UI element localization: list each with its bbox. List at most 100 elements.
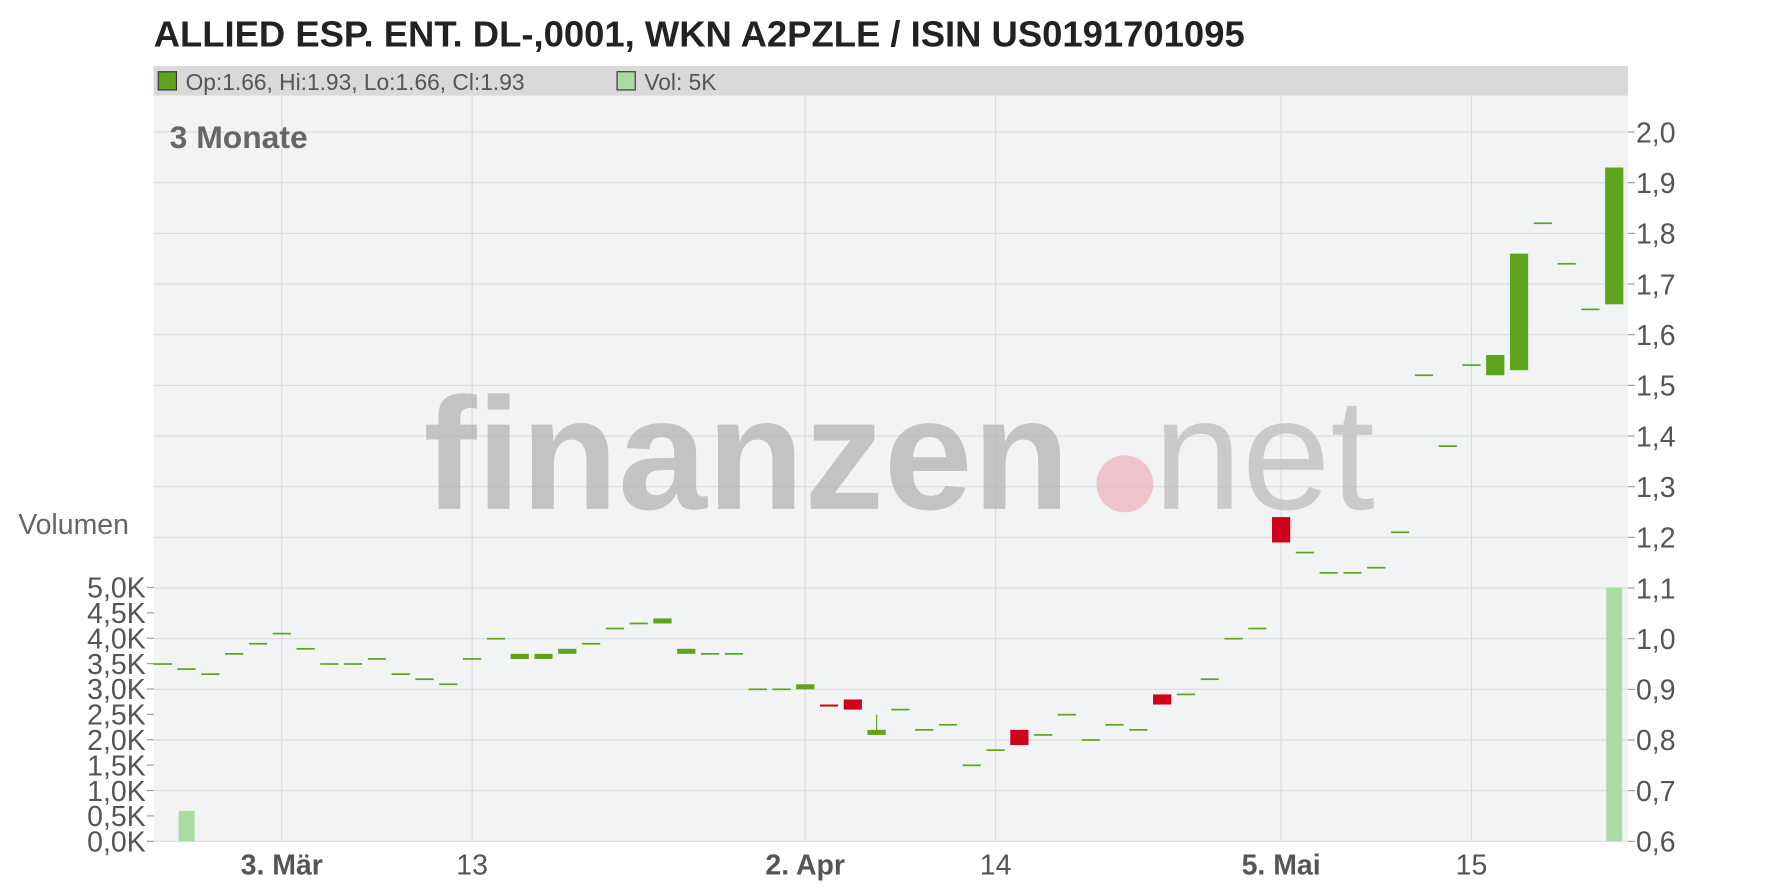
candle-body — [1343, 571, 1362, 574]
candle-body — [1367, 566, 1386, 569]
y2-tick-label: 2,0K — [87, 725, 146, 757]
candle-body — [1176, 693, 1196, 696]
legend-swatch — [157, 71, 178, 91]
candle-body — [1081, 739, 1100, 741]
y2-tick-label: 1,0K — [87, 776, 146, 808]
candle-body — [296, 647, 315, 650]
volume-bar — [1606, 587, 1623, 842]
x-tick-label: 13 — [456, 849, 488, 881]
period-label: 3 Monate — [170, 119, 308, 155]
candle-body — [391, 673, 410, 675]
candle-body — [891, 708, 910, 711]
candle-body — [1390, 531, 1410, 534]
candle-body — [1034, 734, 1053, 736]
y2-tick-label: 3,0K — [87, 674, 146, 706]
candle-body — [724, 653, 743, 655]
marks — [153, 167, 1624, 842]
candle-body — [367, 658, 387, 660]
y2-tick-label: 4,5K — [87, 598, 146, 630]
y2-tick-label: 0,0K — [87, 827, 146, 859]
grid — [153, 95, 1628, 842]
y-tick-label: 1,5 — [1636, 371, 1676, 403]
candle-body — [486, 637, 506, 640]
candle-body — [248, 642, 268, 645]
candle-body — [938, 723, 958, 726]
candle-body — [1248, 627, 1267, 630]
watermark-text: finanzen — [424, 365, 1070, 543]
candle-body — [1581, 308, 1600, 311]
y-tick-label: 1,9 — [1636, 168, 1676, 200]
x-tick-label: 2. Apr — [765, 849, 845, 881]
y-tick-label: 0,7 — [1636, 776, 1676, 808]
candle-body — [867, 729, 886, 735]
candle-body — [1295, 551, 1315, 554]
candle-body — [1509, 253, 1529, 371]
y-tick-label: 0,8 — [1636, 725, 1676, 757]
y2-tick-label: 0,5K — [87, 801, 146, 833]
candle-body — [1010, 729, 1029, 746]
candle-body — [177, 668, 196, 670]
candle-body — [558, 648, 577, 654]
legend-bar — [153, 66, 1629, 96]
candle-body — [1414, 374, 1433, 377]
candle-body — [1533, 222, 1552, 225]
candle-body — [796, 684, 815, 690]
plot-background — [153, 95, 1629, 842]
y-tick-label: 1,8 — [1636, 219, 1676, 251]
y2-tick-label: 2,5K — [87, 700, 146, 732]
candle-body — [1200, 678, 1219, 681]
y2-tick-label: 4,0K — [87, 623, 146, 655]
x-tick-label: 14 — [980, 849, 1012, 881]
candle-body — [748, 688, 767, 691]
candle-body — [320, 663, 339, 665]
candle-body — [1272, 517, 1291, 543]
candle-body — [1557, 262, 1576, 265]
candle-body — [700, 653, 720, 655]
x-tick-label: 15 — [1456, 849, 1488, 881]
x-tick-label: 3. Mär — [241, 849, 323, 881]
candle-body — [1105, 723, 1124, 726]
candle-body — [272, 632, 291, 635]
candle-body — [819, 704, 839, 707]
y-tick-label: 1,3 — [1636, 472, 1676, 504]
watermark: finanzen net — [424, 365, 1375, 543]
y2-tick-label: 1,5K — [87, 750, 146, 782]
candle-body — [843, 699, 862, 710]
candle-body — [225, 653, 244, 655]
candle-body — [677, 648, 696, 654]
candle-body — [534, 653, 553, 659]
volume-axis-title: Volumen — [18, 509, 129, 541]
candle-body — [510, 653, 529, 659]
y-tick-label: 1,0 — [1636, 624, 1676, 656]
candle-body — [1438, 445, 1457, 448]
volume-bar — [178, 810, 195, 842]
candle-body — [1057, 713, 1077, 716]
watermark-text: net — [1153, 365, 1375, 543]
candle-body — [1319, 571, 1338, 574]
candle-body — [581, 642, 601, 645]
candle-body — [1462, 364, 1481, 366]
candle-body — [153, 663, 172, 665]
candle-body — [915, 729, 934, 731]
y2-tick-label: 3,5K — [87, 649, 146, 681]
y-tick-label: 2,0 — [1636, 117, 1676, 149]
candle-body — [1605, 167, 1624, 305]
y-tick-label: 1,4 — [1636, 421, 1676, 453]
candle-body — [1486, 354, 1505, 376]
y-tick-label: 1,7 — [1636, 269, 1676, 301]
y-tick-label: 0,9 — [1636, 675, 1676, 707]
legend-price: Op:1.66, Hi:1.93, Lo:1.66, Cl:1.93 — [186, 69, 525, 95]
candle-body — [653, 618, 672, 624]
candle-body — [1153, 694, 1172, 705]
y-tick-label: 1,2 — [1636, 523, 1676, 555]
candle-body — [605, 627, 624, 630]
candle-body — [344, 663, 363, 665]
candle-body — [962, 764, 981, 767]
candle-body — [986, 749, 1005, 751]
candle-body — [1129, 729, 1148, 731]
candle-body — [439, 683, 458, 686]
watermark-dot — [1096, 455, 1154, 513]
candle-body — [1224, 637, 1243, 640]
